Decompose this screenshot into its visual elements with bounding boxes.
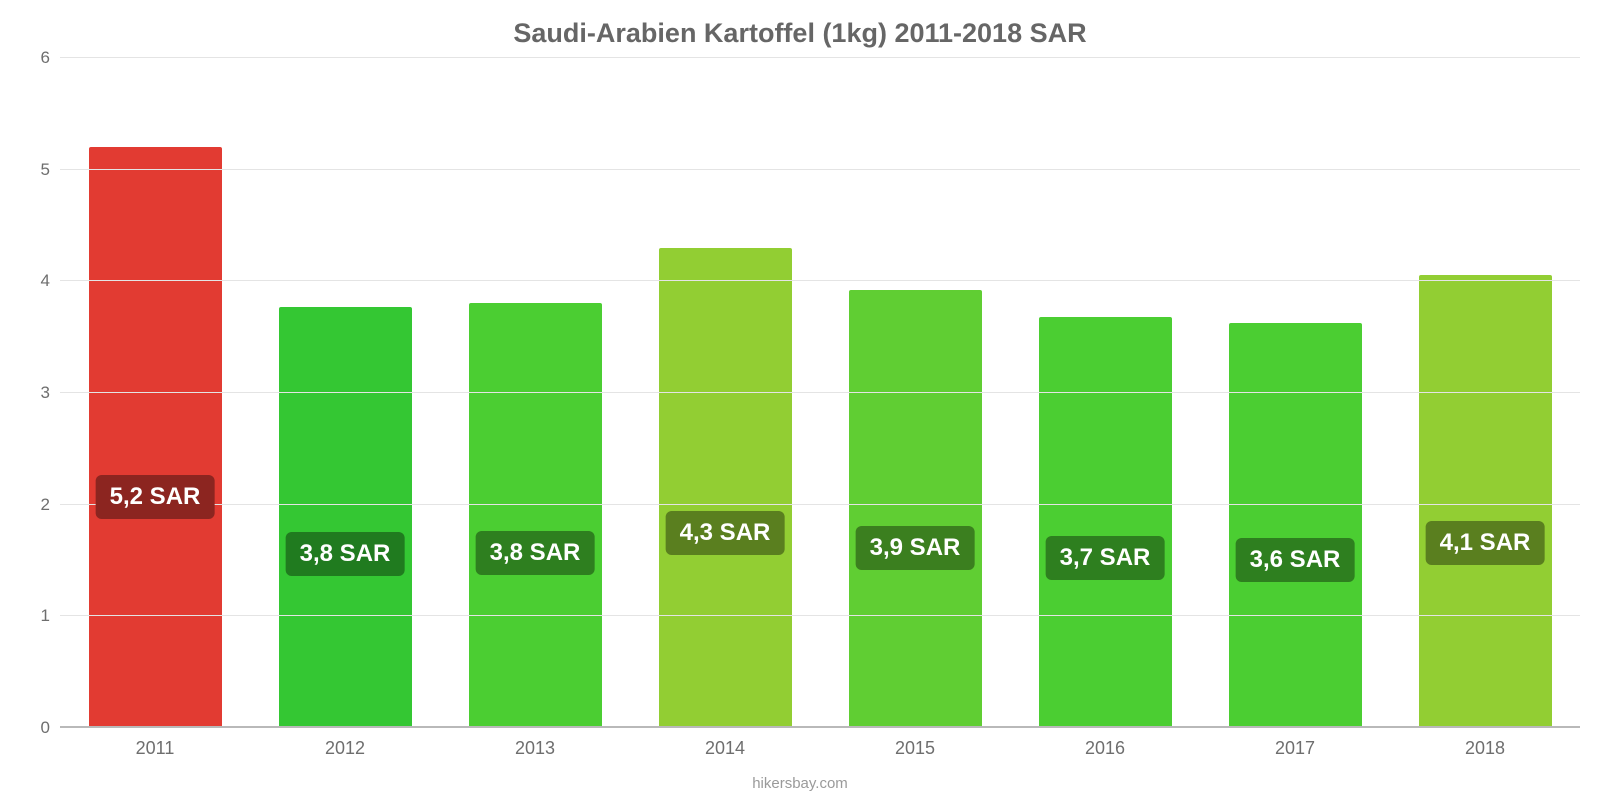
x-tick-label: 2014 — [705, 738, 745, 759]
bar-slot: 3,9 SAR2015 — [820, 58, 1010, 728]
x-tick-label: 2017 — [1275, 738, 1315, 759]
x-tick-label: 2016 — [1085, 738, 1125, 759]
value-badge: 5,2 SAR — [96, 475, 215, 519]
bar-slot: 4,1 SAR2018 — [1390, 58, 1580, 728]
y-tick-label: 4 — [20, 271, 50, 291]
plot-area: 5,2 SAR20113,8 SAR20123,8 SAR20134,3 SAR… — [60, 58, 1580, 728]
value-badge: 3,9 SAR — [856, 526, 975, 570]
bar-slot: 3,8 SAR2013 — [440, 58, 630, 728]
bar-slot: 3,7 SAR2016 — [1010, 58, 1200, 728]
bar-slot: 3,6 SAR2017 — [1200, 58, 1390, 728]
y-tick-label: 3 — [20, 383, 50, 403]
bar: 4,1 SAR — [1419, 275, 1552, 728]
value-badge: 3,6 SAR — [1236, 538, 1355, 582]
grid-line — [60, 392, 1580, 393]
source-attribution: hikersbay.com — [0, 775, 1600, 792]
chart-title: Saudi-Arabien Kartoffel (1kg) 2011-2018 … — [0, 18, 1600, 49]
bar-slot: 5,2 SAR2011 — [60, 58, 250, 728]
bar: 3,7 SAR — [1039, 317, 1172, 728]
bar-slot: 4,3 SAR2014 — [630, 58, 820, 728]
x-tick-label: 2013 — [515, 738, 555, 759]
x-tick-label: 2015 — [895, 738, 935, 759]
x-tick-label: 2011 — [136, 738, 175, 759]
y-tick-label: 0 — [20, 718, 50, 738]
value-badge: 3,8 SAR — [286, 532, 405, 576]
bar: 4,3 SAR — [659, 248, 792, 728]
bar: 3,8 SAR — [469, 303, 602, 728]
grid-line — [60, 504, 1580, 505]
bar: 3,6 SAR — [1229, 323, 1362, 728]
value-badge: 4,1 SAR — [1426, 521, 1545, 565]
x-tick-label: 2012 — [325, 738, 365, 759]
x-tick-label: 2018 — [1465, 738, 1505, 759]
bar: 5,2 SAR — [89, 147, 222, 728]
bar: 3,9 SAR — [849, 290, 982, 728]
bar-chart: Saudi-Arabien Kartoffel (1kg) 2011-2018 … — [0, 0, 1600, 800]
x-axis-baseline — [60, 726, 1580, 728]
value-badge: 3,7 SAR — [1046, 536, 1165, 580]
grid-line — [60, 57, 1580, 58]
grid-line — [60, 280, 1580, 281]
grid-line — [60, 615, 1580, 616]
bars-container: 5,2 SAR20113,8 SAR20123,8 SAR20134,3 SAR… — [60, 58, 1580, 728]
bar-slot: 3,8 SAR2012 — [250, 58, 440, 728]
y-tick-label: 1 — [20, 606, 50, 626]
bar: 3,8 SAR — [279, 307, 412, 728]
grid-line — [60, 169, 1580, 170]
value-badge: 4,3 SAR — [666, 511, 785, 555]
y-tick-label: 5 — [20, 160, 50, 180]
value-badge: 3,8 SAR — [476, 531, 595, 575]
y-tick-label: 6 — [20, 48, 50, 68]
y-tick-label: 2 — [20, 495, 50, 515]
